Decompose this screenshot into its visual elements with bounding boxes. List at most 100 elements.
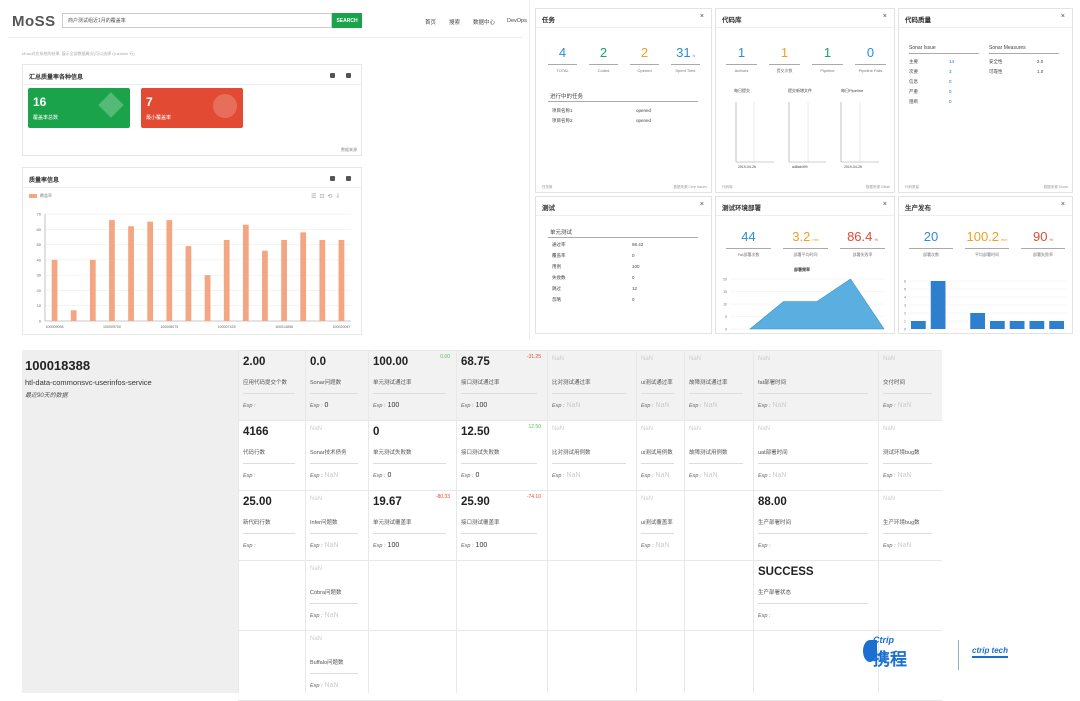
- search-input[interactable]: 商户测试组近1月的覆盖率: [62, 13, 332, 28]
- metric-cell[interactable]: 68.75 接口测试通过率 Exp :100 -31.25: [456, 350, 547, 420]
- metric-value: 25.00: [243, 496, 272, 508]
- metric-expectation: Exp : NaN: [310, 612, 339, 619]
- download-icon[interactable]: [330, 176, 335, 181]
- stat-unit: h: [692, 53, 695, 58]
- metric-expectation: Exp : NaN: [883, 472, 912, 479]
- metric-cell[interactable]: NaN Infer问题数 Exp : NaN: [305, 490, 368, 560]
- metric-divider: [461, 533, 537, 534]
- close-icon[interactable]: ×: [882, 201, 887, 208]
- tasks-divider: [536, 27, 711, 28]
- coverage-bar: [338, 239, 345, 321]
- metric-cell[interactable]: 0 单元测试失败数 Exp :0: [368, 420, 456, 490]
- metric-value: NaN: [758, 426, 771, 432]
- metric-expectation: Exp :: [758, 542, 773, 549]
- issue-count[interactable]: 0: [949, 79, 952, 84]
- issue-count[interactable]: 0: [949, 99, 952, 104]
- metric-value: NaN: [310, 496, 323, 502]
- metric-divider: [310, 463, 358, 464]
- metric-cell[interactable]: NaN 交付时间 Exp : NaN: [878, 350, 942, 420]
- metric-delta: 12.50: [528, 424, 541, 430]
- prod-deploy-divider: [899, 215, 1072, 216]
- nav-home[interactable]: 首页: [425, 20, 437, 26]
- coverage-total-tile[interactable]: 16 覆盖率总数: [28, 88, 130, 128]
- metric-cell[interactable]: NaN ui测试用例数 Exp : NaN: [636, 420, 684, 490]
- moss-logo[interactable]: MoSS: [12, 13, 56, 30]
- metric-cell[interactable]: NaN Cobra问题数 Exp : NaN: [305, 560, 368, 630]
- metric-cell[interactable]: 88.00 生产部署时间 Exp :: [753, 490, 878, 560]
- grid-cells: 2.00 应用代码提交个数 Exp :0.0 Sonar问题数 Exp :0 100.00…: [238, 350, 942, 701]
- metric-divider: [758, 603, 868, 604]
- metric-cell[interactable]: NaN ui测试通过率 Exp : NaN: [636, 350, 684, 420]
- metric-label: 代码行数: [243, 450, 266, 456]
- metric-cell[interactable]: NaN 比对测试用例数 Exp : NaN: [547, 420, 636, 490]
- task-row-name[interactable]: 项目名称1: [552, 108, 573, 113]
- comment-icon[interactable]: [346, 73, 351, 78]
- in-progress-title: 进行中的任务: [550, 94, 584, 100]
- metric-cell[interactable]: 25.00 新代码行数 Exp :: [238, 490, 305, 560]
- metric-label: Buffalo问题数: [310, 660, 344, 666]
- metric-expectation: Exp : NaN: [641, 402, 670, 409]
- metric-cell[interactable]: NaN 生产环境bug数 Exp : NaN: [878, 490, 942, 560]
- mini-chart-title: 每日Pipeline: [841, 88, 864, 93]
- metric-cell[interactable]: NaN uat部署时间 Exp : NaN: [753, 420, 878, 490]
- close-icon[interactable]: ×: [882, 13, 887, 20]
- metric-label: fat部署时间: [758, 380, 787, 386]
- y-tick-label: 30: [37, 273, 42, 278]
- grid-col-line: [305, 350, 306, 693]
- min-coverage-tile[interactable]: 7 最小覆盖率: [141, 88, 243, 128]
- metric-cell[interactable]: NaN 测试环境bug数 Exp : NaN: [878, 420, 942, 490]
- unit-test-value: 0: [632, 253, 635, 258]
- metric-expectation: Exp : NaN: [641, 542, 670, 549]
- close-icon[interactable]: ×: [699, 201, 704, 208]
- search-button[interactable]: SEARCH: [332, 13, 362, 28]
- metric-cell[interactable]: NaN 比对测试通过率 Exp : NaN: [547, 350, 636, 420]
- close-icon[interactable]: ×: [1060, 201, 1065, 208]
- download-icon[interactable]: [330, 73, 335, 78]
- issue-count[interactable]: 14: [949, 59, 955, 64]
- metric-divider: [461, 393, 537, 394]
- stat-divider: [589, 64, 618, 65]
- metric-cell[interactable]: 2.00 应用代码提交个数 Exp :: [238, 350, 305, 420]
- metric-delta: 0.00: [440, 354, 450, 360]
- metric-cell[interactable]: NaN Buffalo问题数 Exp : NaN: [305, 630, 368, 700]
- summary-panel: 汇总质量率各种信息 16 覆盖率总数 7 最小覆盖率 数据来源: [22, 64, 362, 156]
- nav-search[interactable]: 搜索: [449, 20, 461, 26]
- nav-data-center[interactable]: 数据中心: [473, 20, 496, 26]
- exp-value: NaN: [703, 402, 718, 409]
- metric-cell[interactable]: 12.50 接口测试失败数 Exp :0 12.50: [456, 420, 547, 490]
- unit-test-value: 100: [632, 264, 640, 269]
- coverage-bar: [185, 246, 192, 321]
- metric-cell[interactable]: 19.67 单元测试覆盖率 Exp :100 -80.33: [368, 490, 456, 560]
- close-icon[interactable]: ×: [699, 13, 704, 20]
- stat-divider: [548, 64, 577, 65]
- stat-divider: [840, 248, 885, 249]
- issue-count[interactable]: 0: [949, 89, 952, 94]
- chart-toolbox[interactable]: ☰⊡⟲⇩: [311, 194, 344, 200]
- task-row-name[interactable]: 项目名称2: [552, 118, 573, 123]
- metric-cell[interactable]: NaN Sonar技术债务 Exp : NaN: [305, 420, 368, 490]
- app-name[interactable]: htl-data-commonsvc-userinfos-service: [25, 378, 152, 387]
- prod-deploy-bar: [1029, 321, 1045, 329]
- close-icon[interactable]: ×: [1060, 13, 1065, 20]
- exp-prefix: Exp :: [461, 473, 474, 479]
- measure-type: 可靠性: [989, 69, 1003, 74]
- issue-count[interactable]: 3: [949, 69, 952, 74]
- exp-prefix: Exp :: [310, 403, 323, 409]
- metric-cell[interactable]: 100.00 单元测试通过率 Exp :100 0.00: [368, 350, 456, 420]
- area-tick-label: 10: [723, 303, 727, 307]
- metric-label: 单元测试通过率: [373, 380, 412, 386]
- exp-prefix: Exp :: [758, 403, 771, 409]
- metric-cell[interactable]: NaN ui测试覆盖率 Exp : NaN: [636, 490, 684, 560]
- metric-cell[interactable]: 25.90 接口测试覆盖率 Exp :100 -74.10: [456, 490, 547, 560]
- comment-icon[interactable]: [346, 176, 351, 181]
- metric-cell[interactable]: NaN 故障测试用例数 Exp : NaN: [684, 420, 753, 490]
- metric-cell[interactable]: 4166 代码行数 Exp :: [238, 420, 305, 490]
- nav-devops[interactable]: DevOps: [507, 18, 527, 24]
- metric-cell[interactable]: 0.0 Sonar问题数 Exp :0: [305, 350, 368, 420]
- stat-label: Opened: [637, 68, 652, 73]
- metric-cell[interactable]: NaN 故障测试通过率 Exp : NaN: [684, 350, 753, 420]
- metric-cell[interactable]: SUCCESS 生产部署状态 Exp :: [753, 560, 878, 630]
- metric-label: 生产部署状态: [758, 590, 792, 596]
- metric-cell[interactable]: NaN fat部署时间 Exp : NaN: [753, 350, 878, 420]
- prod-tick-label: 4: [904, 296, 906, 300]
